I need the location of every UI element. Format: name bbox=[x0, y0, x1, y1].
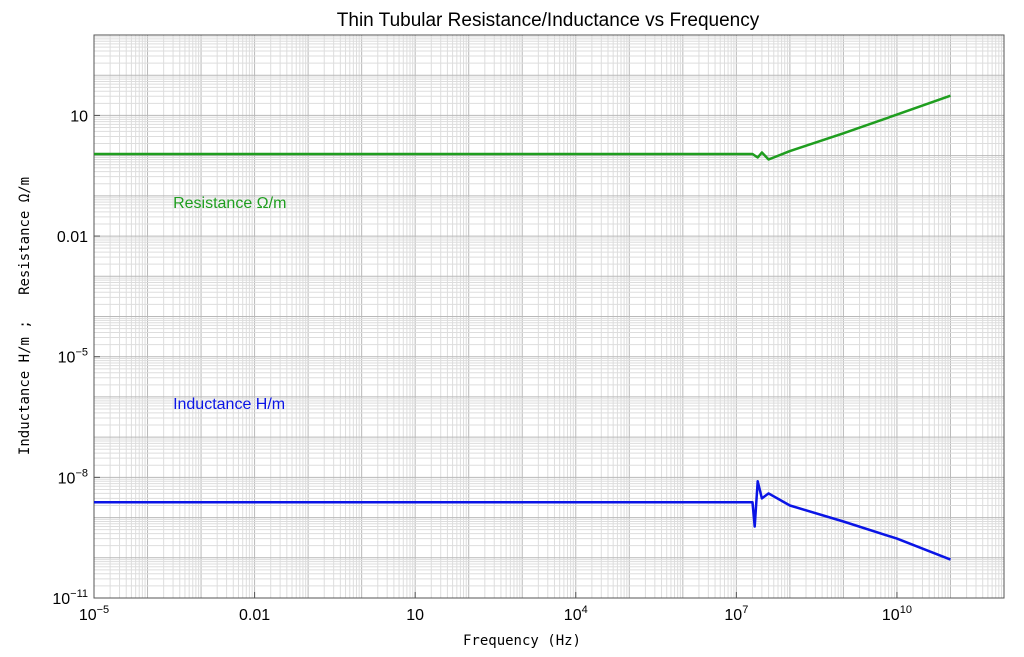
annotation-0: Resistance Ω/m bbox=[173, 195, 286, 212]
x-tick-label: 1010 bbox=[882, 604, 912, 624]
x-tick-label: 104 bbox=[564, 604, 588, 624]
series-line-0 bbox=[94, 94, 951, 161]
y-tick-label: 10−8 bbox=[58, 467, 88, 487]
annotation-1: Inductance H/m bbox=[173, 396, 285, 413]
y-tick-label: 10−5 bbox=[58, 347, 88, 367]
grid-lines bbox=[93, 35, 1004, 599]
x-tick-label: 107 bbox=[724, 604, 748, 624]
x-axis-label: Frequency (Hz) bbox=[463, 633, 581, 649]
x-tick-label: 10 bbox=[406, 607, 424, 624]
y-tick-label: 10 bbox=[70, 108, 88, 125]
x-tick-label: 0.01 bbox=[239, 607, 270, 624]
series-lines bbox=[94, 94, 951, 561]
annotations: Resistance Ω/m Inductance H/m bbox=[173, 195, 286, 413]
plot-frame bbox=[93, 34, 1005, 599]
x-tick-label: 10−5 bbox=[79, 604, 109, 624]
y-tick-label: 10−11 bbox=[52, 588, 88, 608]
series-line-1 bbox=[94, 480, 951, 561]
y-tick-label: 0.01 bbox=[57, 229, 88, 246]
y-axis-label: Inductance H/m ; Resistance Ω/m bbox=[17, 177, 33, 455]
chart-title: Thin Tubular Resistance/Inductance vs Fr… bbox=[337, 10, 760, 31]
